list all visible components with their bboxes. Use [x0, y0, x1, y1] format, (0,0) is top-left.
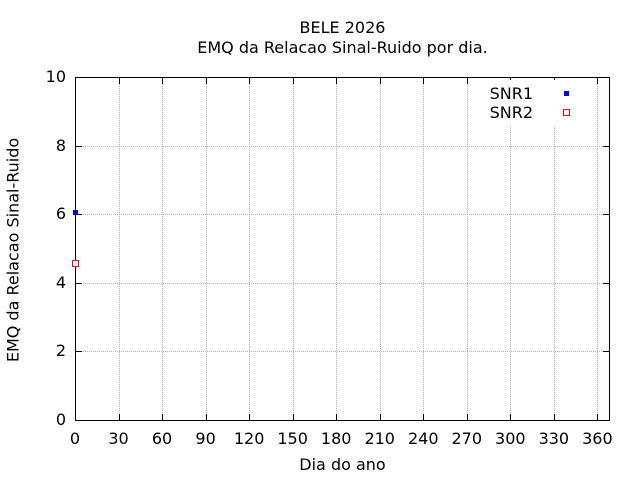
tick-x-bottom-30	[118, 414, 120, 420]
tick-x-bottom-300	[510, 414, 512, 420]
y-axis-label: EMQ da Relacao Sinal-Ruido	[3, 137, 23, 363]
tick-x-bottom-270	[466, 414, 468, 420]
tick-x-top-90	[205, 78, 207, 84]
x-tick-label-120: 120	[233, 429, 265, 448]
tick-x-top-60	[162, 78, 164, 84]
x-tick-label-270: 270	[451, 429, 483, 448]
x-tick-label-90: 90	[195, 429, 216, 448]
gridline-x-30	[118, 78, 120, 419]
tick-x-top-0	[75, 78, 76, 84]
data-point-SNR2-0	[71, 260, 79, 268]
tick-y-left-6	[76, 214, 82, 216]
y-tick-label-10: 10	[45, 67, 66, 86]
gridline-y-6	[76, 214, 608, 216]
tick-y-right-0	[603, 420, 609, 421]
x-tick-label-210: 210	[364, 429, 395, 448]
x-axis-label: Dia do ano	[299, 455, 386, 474]
tick-x-top-180	[336, 78, 338, 84]
tick-x-bottom-180	[336, 414, 338, 420]
legend-marker-SNR1	[563, 91, 569, 96]
gridline-x-270	[466, 78, 468, 419]
tick-y-right-2	[603, 351, 609, 353]
tick-x-bottom-90	[205, 414, 207, 420]
x-tick-label-30: 30	[108, 429, 129, 448]
tick-y-left-10	[76, 77, 82, 78]
gridline-x-300	[510, 78, 512, 419]
tick-x-bottom-210	[379, 414, 381, 420]
x-tick-label-60: 60	[151, 429, 173, 448]
tick-y-left-2	[76, 351, 82, 353]
plot-area	[75, 77, 610, 421]
tick-x-bottom-240	[423, 414, 425, 420]
y-tick-label-2: 2	[55, 341, 66, 361]
y-tick-label-6: 6	[55, 204, 66, 224]
x-tick-label-360: 360	[582, 429, 613, 448]
tick-y-right-10	[603, 77, 609, 78]
y-tick-label-8: 8	[55, 135, 66, 155]
legend-background	[478, 80, 584, 126]
gridline-y-2	[76, 351, 608, 353]
tick-x-bottom-0	[75, 414, 76, 420]
data-point-SNR1-0	[72, 209, 78, 215]
gridline-y-4	[76, 282, 608, 284]
tick-x-top-210	[379, 78, 381, 84]
tick-y-left-8	[76, 145, 82, 147]
gridline-x-240	[423, 78, 425, 419]
gridline-x-90	[205, 78, 207, 419]
x-tick-label-150: 150	[277, 429, 308, 448]
tick-x-top-150	[292, 78, 294, 84]
tick-y-right-8	[603, 145, 609, 147]
tick-x-top-240	[423, 78, 425, 84]
y-tick-label-0: 0	[55, 410, 66, 429]
legend-label-SNR1: SNR1	[489, 84, 533, 103]
x-tick-label-240: 240	[407, 429, 439, 448]
tick-x-top-120	[249, 78, 251, 84]
x-tick-label-0: 0	[69, 429, 81, 448]
gridline-x-180	[336, 78, 338, 419]
tick-x-bottom-150	[292, 414, 294, 420]
chart-title-line1: BELE 2026	[299, 18, 386, 37]
tick-y-left-0	[76, 420, 82, 421]
tick-y-left-4	[76, 282, 82, 284]
tick-y-right-4	[603, 282, 609, 284]
chart-title-line2: EMQ da Relacao Sinal-Ruido por dia.	[197, 38, 488, 57]
tick-y-right-6	[603, 214, 609, 216]
tick-x-bottom-120	[249, 414, 251, 420]
tick-x-top-360	[597, 78, 599, 84]
gridline-x-120	[249, 78, 251, 419]
x-tick-label-180: 180	[320, 429, 352, 448]
tick-x-bottom-330	[553, 414, 555, 420]
gridline-x-360	[597, 78, 599, 419]
gridline-x-330	[553, 78, 555, 419]
legend-marker-SNR2	[562, 109, 570, 116]
gridline-x-210	[379, 78, 381, 419]
y-tick-label-4: 4	[55, 272, 66, 292]
tick-x-top-30	[118, 78, 120, 84]
legend-label-SNR2: SNR2	[489, 103, 533, 122]
tick-x-top-270	[466, 78, 468, 84]
gridline-y-8	[76, 145, 608, 147]
x-tick-label-300: 300	[495, 429, 526, 448]
x-tick-label-330: 330	[538, 429, 570, 448]
gridline-x-150	[292, 78, 294, 419]
tick-x-bottom-60	[162, 414, 164, 420]
gridline-x-60	[162, 78, 164, 419]
tick-x-bottom-360	[597, 414, 599, 420]
